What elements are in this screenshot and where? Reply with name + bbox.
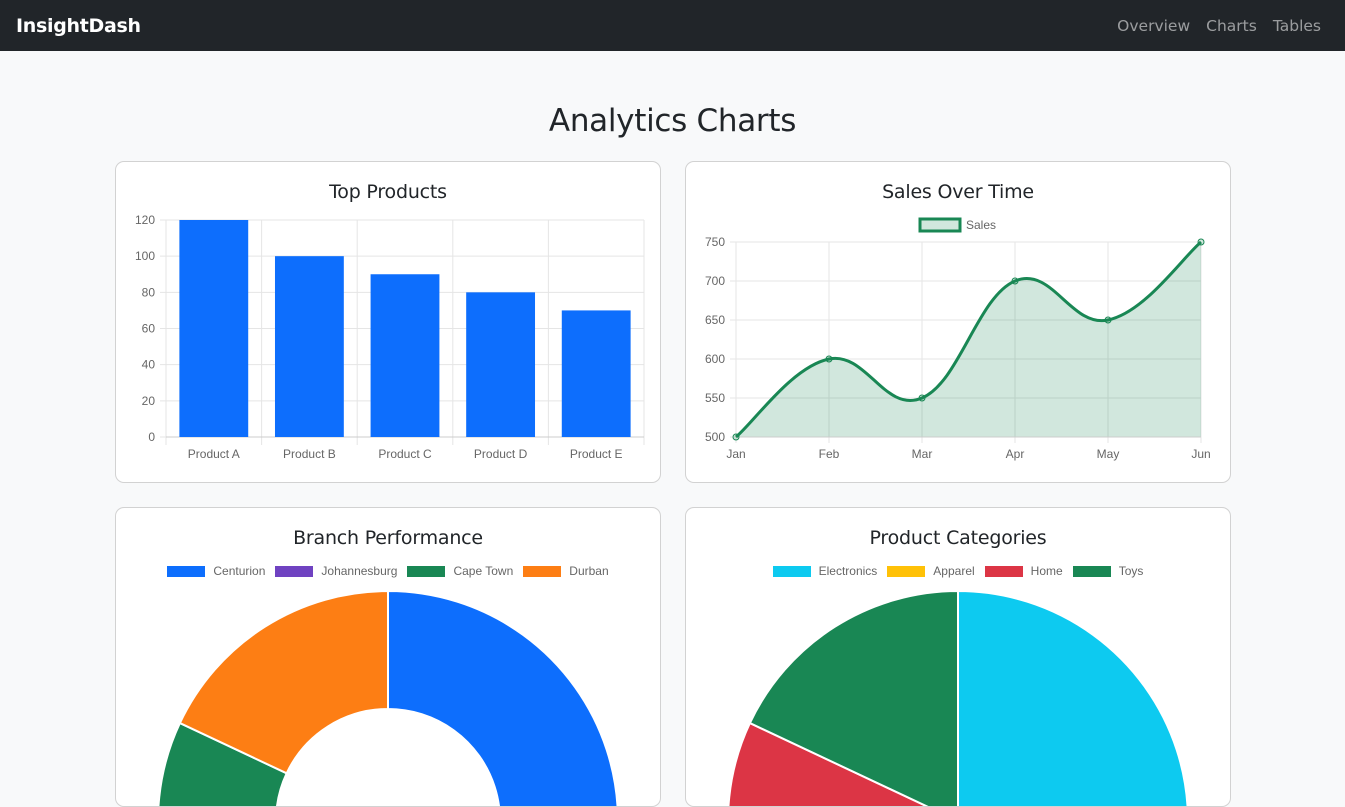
bar-chart[interactable]: 0 20 40 60 80 100 120 Product A Product B Product… xyxy=(116,162,661,483)
legend-label: Apparel xyxy=(933,564,975,578)
y-tick-label: 550 xyxy=(705,391,725,405)
card-title: Branch Performance xyxy=(293,527,483,549)
legend-label: Durban xyxy=(569,564,609,578)
chart-legend: Electronics Apparel Home Toys xyxy=(686,564,1230,578)
data-point[interactable] xyxy=(1104,316,1112,324)
y-tick-label: 120 xyxy=(135,213,155,227)
legend-label: Johannesburg xyxy=(321,564,398,578)
y-tick-label: 700 xyxy=(705,274,725,288)
nav-links: Overview Charts Tables xyxy=(1109,17,1329,35)
nav-link-overview[interactable]: Overview xyxy=(1117,16,1191,35)
page-title: Analytics Charts xyxy=(548,103,797,139)
y-tick-label: 20 xyxy=(142,394,156,408)
card-title: Top Products xyxy=(329,181,447,203)
x-tick-label: Product D xyxy=(474,447,528,461)
legend-swatch xyxy=(984,565,1023,577)
x-tick-label: Apr xyxy=(1006,447,1025,461)
y-tick-label: 750 xyxy=(705,235,725,249)
legend-item-toys[interactable]: Toys xyxy=(1072,564,1144,578)
y-tick-label: 100 xyxy=(135,249,155,263)
y-tick-label: 600 xyxy=(705,352,725,366)
line-chart[interactable]: Sales 500 550 600 650 700 750 Jan Feb Mar Apr May Ju… xyxy=(686,162,1231,483)
data-point[interactable] xyxy=(825,355,833,363)
legend-item-cape-town[interactable]: Cape Town xyxy=(407,564,513,578)
legend-label: Toys xyxy=(1118,564,1144,578)
legend-swatch xyxy=(407,565,446,577)
legend-swatch xyxy=(167,565,206,577)
x-tick-label: Jan xyxy=(726,447,745,461)
card-title: Sales Over Time xyxy=(882,181,1034,203)
slice-durban[interactable] xyxy=(178,589,389,775)
bar[interactable] xyxy=(561,310,631,437)
x-tick-label: Product B xyxy=(283,447,336,461)
legend-swatch xyxy=(772,565,811,577)
y-tick-label: 500 xyxy=(705,430,725,444)
x-tick-label: May xyxy=(1097,447,1120,461)
pie-chart[interactable] xyxy=(686,508,1231,807)
chart-legend: Centurion Johannesburg Cape Town Durban xyxy=(116,564,660,578)
y-tick-label: 40 xyxy=(142,358,156,372)
top-navbar: InsightDash Overview Charts Tables xyxy=(0,0,1345,51)
data-point[interactable] xyxy=(732,433,740,441)
legend-swatch xyxy=(1072,565,1111,577)
y-tick-label: 650 xyxy=(705,313,725,327)
legend-label[interactable]: Sales xyxy=(966,218,996,232)
nav-link-charts[interactable]: Charts xyxy=(1206,16,1257,35)
slice-toys[interactable] xyxy=(748,589,959,807)
legend-item-apparel[interactable]: Apparel xyxy=(887,564,975,578)
nav-link-tables[interactable]: Tables xyxy=(1272,16,1321,35)
charts-grid: Top Products 0 20 40 60 80 100 120 Product A Pro… xyxy=(115,161,1231,807)
slice-electronics[interactable] xyxy=(957,589,1189,807)
y-tick-label: 0 xyxy=(148,430,155,444)
legend-swatch xyxy=(275,565,314,577)
bar[interactable] xyxy=(370,274,440,437)
legend-item-home[interactable]: Home xyxy=(984,564,1063,578)
sales-line[interactable] xyxy=(735,240,1202,439)
legend-swatch xyxy=(523,565,562,577)
legend-item-durban[interactable]: Durban xyxy=(523,564,609,578)
x-tick-label: Product A xyxy=(188,447,240,461)
card-title: Product Categories xyxy=(869,527,1047,549)
card-top-products: Top Products 0 20 40 60 80 100 120 Product A Pro… xyxy=(115,161,661,483)
bar[interactable] xyxy=(179,220,249,437)
x-tick-label: Feb xyxy=(819,447,840,461)
legend-label: Centurion xyxy=(213,564,266,578)
slice-centurion[interactable] xyxy=(387,589,619,807)
data-point[interactable] xyxy=(918,394,926,402)
x-tick-label: Mar xyxy=(912,447,933,461)
x-tick-label: Product E xyxy=(570,447,623,461)
brand-logo[interactable]: InsightDash xyxy=(16,14,141,37)
legend-swatch xyxy=(887,565,926,577)
x-tick-label: Jun xyxy=(1191,447,1210,461)
doughnut-chart[interactable] xyxy=(116,508,661,807)
x-tick-label: Product C xyxy=(378,447,432,461)
card-product-categories: Product Categories Electronics Apparel Hom… xyxy=(685,507,1231,807)
legend-item-electronics[interactable]: Electronics xyxy=(772,564,878,578)
data-point[interactable] xyxy=(1197,238,1205,246)
legend-item-centurion[interactable]: Centurion xyxy=(167,564,265,578)
y-tick-label: 60 xyxy=(142,322,156,336)
data-point[interactable] xyxy=(1011,277,1019,285)
legend-label: Home xyxy=(1030,564,1063,578)
legend-label: Electronics xyxy=(818,564,878,578)
card-branch-performance: Branch Performance Centurion Johannesburg… xyxy=(115,507,661,807)
card-sales-over-time: Sales Over Time Sales 500 550 600 650 700 750 J… xyxy=(685,161,1231,483)
y-tick-label: 80 xyxy=(142,285,156,299)
legend-item-johannesburg[interactable]: Johannesburg xyxy=(275,564,397,578)
legend-swatch[interactable] xyxy=(918,217,962,233)
bar[interactable] xyxy=(466,292,536,437)
legend-label: Cape Town xyxy=(453,564,514,578)
bar[interactable] xyxy=(274,256,344,437)
